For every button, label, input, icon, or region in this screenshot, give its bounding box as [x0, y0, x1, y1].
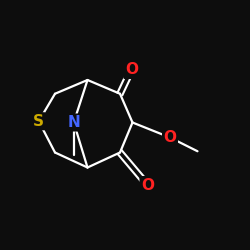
Text: O: O: [141, 178, 154, 192]
Text: N: N: [68, 115, 80, 130]
Text: S: S: [33, 114, 44, 129]
Text: O: O: [125, 62, 138, 78]
Text: O: O: [164, 130, 176, 145]
